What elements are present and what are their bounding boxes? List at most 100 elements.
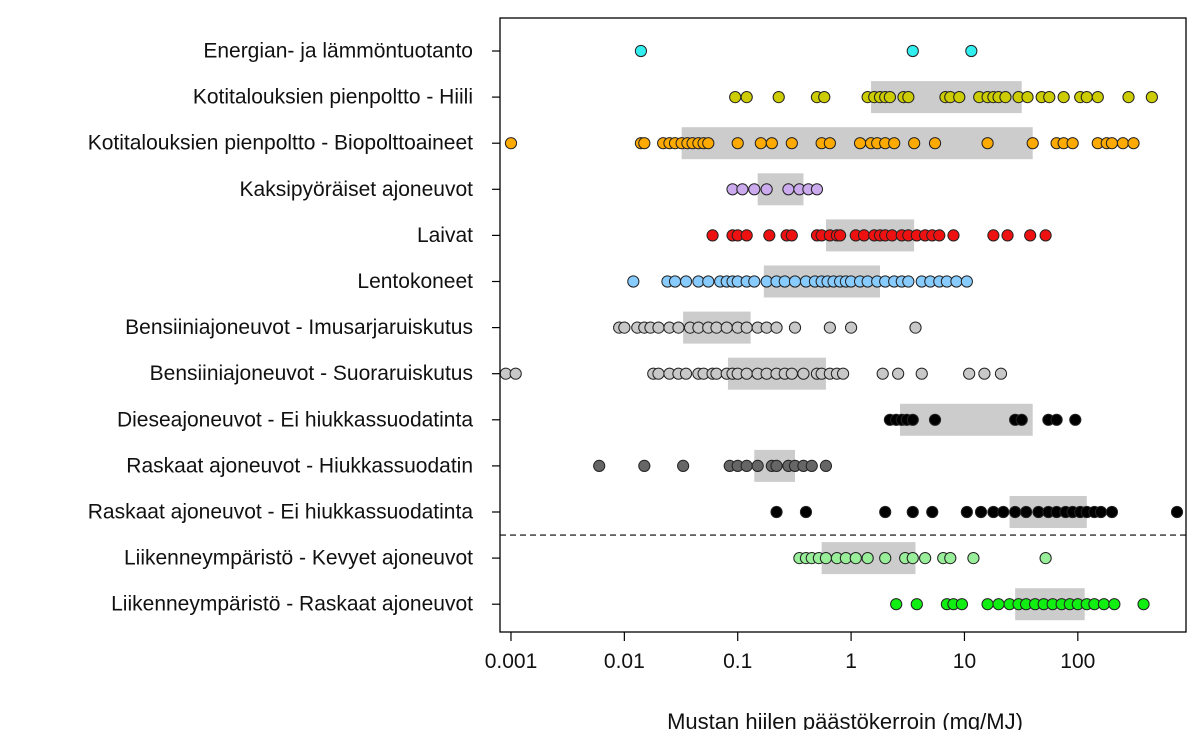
point-raskaat_hiuk-6: [751, 459, 764, 472]
point-raskaat_ei-4: [926, 505, 939, 519]
point-hiili-4: [818, 91, 831, 104]
point-liik_raskas-5: [981, 598, 994, 611]
point-bens_imu-14: [740, 321, 753, 334]
point-raskaat_hiuk-2: [677, 459, 690, 472]
point-raskaat_hiuk-5: [740, 459, 753, 472]
point-liik_raskas-18: [1097, 598, 1111, 611]
point-bens_suora-26: [876, 367, 889, 380]
point-lento-11: [748, 275, 761, 288]
point-hiili-1: [740, 91, 753, 104]
x-axis: 0.001 0.01 0.1 1 10 100: [485, 50, 1095, 673]
point-laivat-24: [947, 229, 960, 242]
point-laivat-13: [857, 229, 871, 242]
category-label-raskaat_ei: Raskaat ajoneuvot - Ei hiukkassuodatinta: [88, 501, 474, 524]
category-label-bens_suora: Bensiiniajoneuvot - Suoraruiskutus: [150, 362, 473, 385]
point-hiili-23: [1043, 91, 1056, 104]
point-raskaat_hiuk-13: [819, 459, 833, 472]
point-laivat-28: [1039, 229, 1052, 242]
point-raskaat_ei-6: [974, 505, 988, 519]
point-liik_raskas-6: [992, 598, 1005, 611]
point-bens_imu-17: [770, 321, 783, 334]
point-bens_suora-28: [915, 367, 928, 380]
point-laivat-27: [1024, 229, 1037, 242]
point-energia-2: [965, 44, 978, 58]
point-bio-33: [1116, 137, 1130, 150]
x-tick-label-100: 100: [1060, 650, 1095, 673]
point-bio-17: [823, 137, 836, 150]
point-liik_raskas-0: [890, 598, 903, 611]
point-lento-5: [702, 275, 715, 288]
point-liik_kevyt-11: [906, 552, 919, 565]
category-label-lento: Lentokoneet: [357, 270, 473, 293]
category-label-liik_raskas: Liikenneympäristö - Raskaat ajoneuvot: [111, 593, 473, 616]
point-raskaat_ei-0: [770, 505, 783, 519]
point-bens_suora-19: [785, 367, 798, 380]
point-bio-0: [504, 137, 518, 150]
point-lento-35: [950, 275, 963, 288]
point-bens_suora-30: [978, 367, 991, 380]
point-hiili-0: [729, 91, 742, 104]
point-laivat-25: [987, 229, 1000, 242]
point-bens_imu-7: [672, 321, 685, 334]
point-bens_suora-3: [652, 367, 665, 380]
point-laivat-3: [740, 229, 753, 242]
point-liik_raskas-20: [1137, 598, 1150, 611]
point-hiili-26: [1080, 91, 1093, 104]
point-bio-22: [888, 137, 901, 150]
point-bens_suora-14: [740, 367, 753, 380]
point-bens_suora-31: [994, 367, 1008, 380]
point-kaksi-7: [810, 183, 824, 196]
point-raskaat_ei-1: [799, 505, 813, 519]
point-liik_kevyt-9: [879, 552, 892, 565]
point-hiili-27: [1091, 91, 1104, 104]
point-bens_suora-29: [963, 367, 976, 380]
category-label-bio: Kotitalouksien pienpoltto - Biopolttoain…: [88, 132, 473, 155]
point-kaksi-2: [748, 183, 761, 196]
x-tick-label-10: 10: [953, 650, 976, 673]
point-liik_raskas-4: [955, 598, 969, 611]
point-hiili-11: [902, 91, 915, 104]
point-hiili-2: [772, 91, 785, 104]
point-hiili-29: [1145, 91, 1158, 104]
point-raskaat_ei-3: [906, 505, 919, 519]
point-raskaat_ei-20: [1105, 505, 1119, 519]
category-label-bens_imu: Bensiiniajoneuvot - Imusarjaruiskutus: [125, 316, 473, 339]
point-bio-2: [638, 137, 651, 150]
point-bio-25: [981, 137, 994, 150]
category-label-hiili: Kotitalouksien pienpoltto - Hiili: [193, 86, 473, 109]
category-label-raskaat_hiuk: Raskaat ajoneuvot - Hiukkassuodatin: [126, 454, 473, 477]
point-hiili-14: [953, 91, 966, 104]
point-bens_imu-20: [844, 321, 858, 334]
point-lento-3: [679, 275, 693, 288]
point-lento-15: [788, 275, 802, 288]
point-bens_suora-10: [710, 367, 723, 380]
point-bio-32: [1105, 137, 1119, 150]
point-bens_imu-1: [618, 321, 631, 334]
point-bio-14: [765, 137, 778, 150]
point-hiili-19: [999, 91, 1012, 104]
point-liik_kevyt-12: [919, 552, 932, 565]
x-tick-label-0.1: 0.1: [723, 650, 752, 673]
point-diesel_ei-9: [1050, 413, 1063, 426]
point-raskaat_ei-5: [960, 505, 973, 519]
point-diesel_ei-5: [928, 413, 942, 426]
point-bio-34: [1127, 137, 1140, 150]
point-bio-13: [754, 137, 767, 150]
point-laivat-11: [834, 229, 847, 242]
x-axis-title: Mustan hiilen päästökerroin (mg/MJ): [667, 709, 1023, 730]
category-label-laivat: Laivat: [417, 224, 473, 247]
point-hiili-28: [1122, 91, 1135, 104]
category-label-energia: Energian- ja lämmöntuotanto: [203, 40, 473, 63]
point-laivat-4: [763, 229, 776, 242]
point-bens_imu-19: [823, 321, 836, 334]
point-raskaat_ei-21: [1170, 505, 1184, 519]
point-lento-2: [668, 275, 682, 288]
point-raskaat_ei-10: [1020, 505, 1033, 519]
point-bens_imu-18: [788, 321, 802, 334]
category-label-diesel_ei: Dieseajoneuvot - Ei hiukkassuodatinta: [117, 408, 473, 431]
point-bio-12: [731, 137, 744, 150]
point-diesel_ei-4: [906, 413, 919, 426]
point-kaksi-1: [736, 183, 749, 196]
point-bens_imu-5: [652, 321, 665, 334]
